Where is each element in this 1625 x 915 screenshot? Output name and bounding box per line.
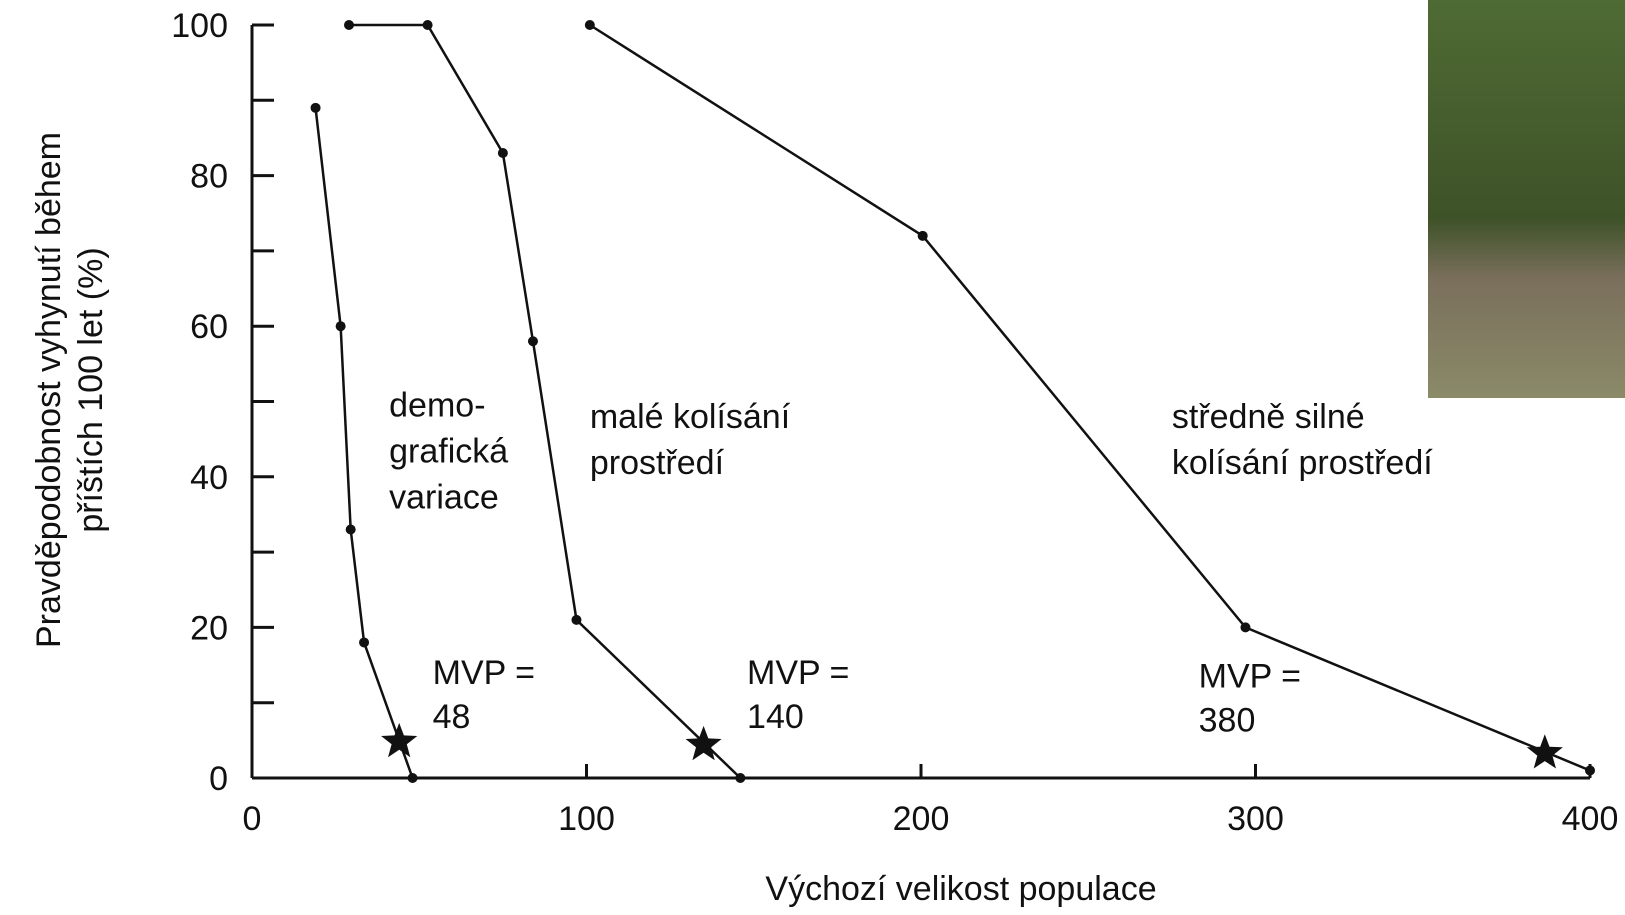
point: [735, 773, 746, 783]
x-tick-label: 400: [1562, 800, 1619, 838]
point: [422, 20, 433, 30]
point: [527, 336, 538, 347]
point: [497, 148, 508, 159]
mvp-label: 48: [433, 698, 471, 736]
mvp-label: MVP =: [1199, 658, 1301, 696]
y-tick-label: 40: [190, 459, 228, 497]
mvp-star: [685, 725, 722, 761]
series-line: [589, 23, 1591, 772]
y-axis-title: příštích 100 let (%): [72, 247, 110, 532]
mvp-label: 140: [747, 698, 804, 736]
curve-label: demo-: [389, 387, 485, 425]
x-tick-label: 100: [558, 800, 615, 838]
point: [310, 102, 321, 113]
y-tick-label: 20: [190, 609, 228, 647]
curve-label: kolísání prostředí: [1172, 444, 1433, 482]
point: [345, 524, 356, 535]
point: [344, 20, 355, 30]
x-tick-label: 200: [893, 800, 950, 838]
curve-label: prostředí: [590, 444, 725, 482]
mvp-label: MVP =: [747, 654, 849, 692]
point: [1585, 765, 1595, 776]
x-axis-title: Výchozí velikost populace: [765, 870, 1156, 908]
y-tick-label: 0: [209, 760, 228, 798]
x-tick-label: 300: [1227, 800, 1284, 838]
point: [335, 321, 346, 332]
y-tick-label: 60: [190, 308, 228, 346]
curve-label: variace: [389, 479, 499, 517]
mvp-label: 380: [1199, 702, 1256, 740]
y-axis-title: Pravděpodobnost vyhynutí během: [30, 132, 68, 648]
y-tick-label: 80: [190, 158, 228, 196]
curve-label: středně silné: [1172, 398, 1365, 436]
curve-label: grafická: [389, 433, 508, 471]
point: [584, 20, 595, 30]
x-tick-label: 0: [243, 800, 262, 838]
point: [407, 773, 418, 783]
series-line: [349, 23, 742, 779]
point: [917, 230, 928, 241]
mvp-star: [381, 722, 418, 758]
mvp-label: MVP =: [433, 654, 535, 692]
curve-label: malé kolísání: [590, 398, 791, 436]
photo: [1428, 0, 1625, 398]
point: [359, 637, 370, 648]
mvp-star: [1526, 734, 1563, 769]
y-tick-label: 100: [171, 7, 228, 45]
point: [1240, 622, 1251, 633]
point: [571, 614, 582, 625]
